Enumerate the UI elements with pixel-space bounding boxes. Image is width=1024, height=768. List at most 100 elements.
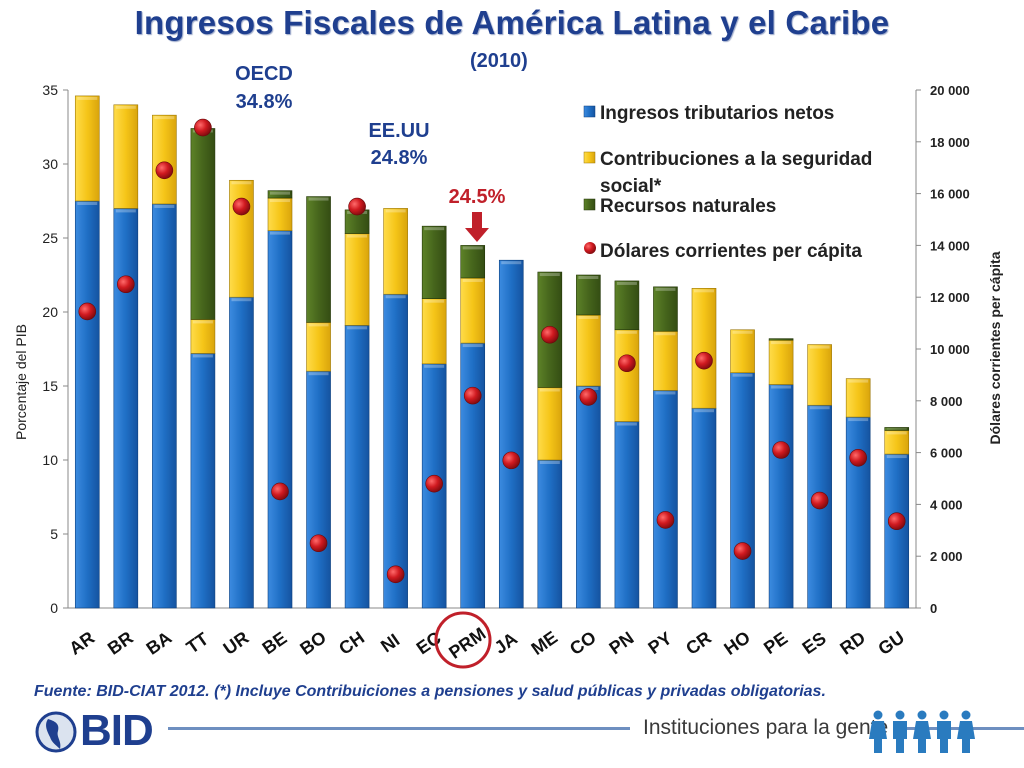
bar-social-bevel	[154, 116, 175, 120]
y2-tick-label: 4 000	[930, 497, 963, 512]
y2-tick-label: 2 000	[930, 549, 963, 564]
bar-social	[614, 329, 640, 422]
bar-tax-bevel	[771, 385, 792, 389]
bar-social	[537, 387, 563, 461]
x-tick-label: ME	[528, 627, 562, 659]
bar-social	[768, 339, 794, 385]
bar-tax	[730, 372, 755, 609]
x-tick-label: CR	[682, 627, 715, 658]
y2-tick-label: 8 000	[930, 394, 963, 409]
legend-marker-percapita	[584, 242, 596, 254]
bar-social	[152, 114, 177, 205]
bar-natural	[267, 190, 293, 199]
x-tick-label: JA	[491, 628, 521, 658]
bar-tax	[884, 453, 910, 609]
bar-tax-bevel	[616, 422, 637, 426]
bar-tax	[653, 390, 678, 609]
bar-natural	[614, 280, 640, 331]
bar-tax	[845, 416, 871, 609]
bar-social-bevel	[462, 278, 483, 282]
y2-tick-label: 6 000	[930, 446, 963, 461]
bar-tax	[190, 353, 216, 609]
axes: 0 5 10 15 20 25 30 35 0 2 000 4 000 6 000 8 000 10 00…	[42, 82, 969, 616]
bar-social-bevel	[694, 289, 714, 293]
bar-tax-bevel	[270, 231, 290, 235]
bar-social	[267, 197, 293, 231]
bar-social	[113, 104, 139, 209]
percapita-dot	[887, 512, 906, 531]
bars	[74, 95, 910, 609]
bar-tax-bevel	[154, 204, 175, 208]
bar-social	[576, 314, 601, 387]
percapita-dot	[194, 118, 212, 137]
percapita-dot	[78, 302, 97, 321]
bar-social-bevel	[424, 299, 445, 303]
percapita-dot	[810, 491, 829, 510]
bar-social	[460, 277, 486, 344]
bar-natural-bevel	[616, 281, 637, 285]
bar-tax-bevel	[77, 202, 98, 205]
legend-label-tax: Ingresos tributarios netos	[600, 103, 834, 124]
bar-tax-bevel	[694, 409, 714, 413]
percapita-dot	[579, 388, 598, 406]
y-tick-label: 15	[42, 378, 58, 394]
y-tick-label: 25	[42, 230, 58, 246]
people-icons	[869, 710, 975, 753]
bar-social-bevel	[655, 332, 676, 336]
x-tick-label: UR	[220, 627, 253, 658]
legend: Ingresos tributarios netos Contribucione…	[583, 103, 872, 262]
chart-subtitle: (2010)	[470, 50, 528, 72]
y-tick-label: 30	[42, 156, 58, 172]
bar-tax	[498, 259, 524, 609]
bar-social-bevel	[231, 181, 252, 185]
source-note: Fuente: BID-CIAT 2012. (*) Incluye Contr…	[34, 683, 826, 700]
y2-tick-label: 20 000	[930, 83, 970, 98]
percapita-dot	[425, 474, 443, 493]
legend-swatch-natural	[583, 198, 596, 211]
legend-label-social: Contribuciones a la seguridad social*	[600, 149, 872, 197]
bar-social-bevel	[347, 234, 368, 238]
bar-natural-bevel	[886, 428, 907, 430]
bar-tax-bevel	[732, 373, 753, 377]
chart-title: Ingresos Fiscales de América Latina y el…	[134, 4, 890, 41]
y-tick-label: 20	[42, 304, 58, 320]
bar-social-bevel	[886, 431, 907, 435]
x-tick-label: GU	[874, 627, 908, 659]
x-tick-label: PY	[644, 628, 675, 658]
bar-tax-bevel	[385, 295, 406, 299]
bar-natural	[884, 427, 910, 431]
percapita-dot	[463, 386, 482, 405]
x-tick-label: BR	[104, 627, 137, 658]
bar-social-bevel	[578, 315, 599, 319]
legend-swatch-social	[583, 151, 596, 164]
legend-swatch-tax	[583, 105, 596, 118]
bar-tax	[537, 459, 563, 609]
bar-natural	[768, 338, 794, 341]
percapita-dot	[232, 197, 251, 216]
legend-label-percapita: Dólares corrientes per cápita	[600, 241, 862, 262]
y2-tick-label: 12 000	[930, 290, 970, 305]
percapita-dot	[849, 448, 867, 467]
bar-tax	[768, 384, 794, 609]
bar-social	[74, 95, 100, 202]
bar-tax-bevel	[539, 461, 560, 464]
percapita-dot	[155, 161, 174, 180]
bar-tax	[306, 370, 331, 609]
bar-tax-bevel	[192, 354, 213, 358]
x-tick-label: BA	[143, 627, 176, 658]
percapita-dot	[695, 351, 713, 370]
bar-social	[190, 319, 216, 354]
percapita-dot	[348, 197, 366, 216]
y2-tick-label: 18 000	[930, 135, 970, 150]
percapita-dot	[502, 451, 521, 470]
bar-tax-bevel	[809, 406, 830, 410]
bar-natural	[306, 196, 331, 323]
bar-social	[807, 344, 832, 406]
bar-social-bevel	[848, 379, 869, 383]
bar-tax-bevel	[347, 326, 368, 330]
percapita-dot	[733, 542, 752, 560]
bar-social	[730, 329, 755, 373]
y-tick-label: 5	[50, 526, 58, 542]
bar-social-bevel	[771, 341, 792, 345]
y-tick-label: 0	[50, 600, 58, 616]
